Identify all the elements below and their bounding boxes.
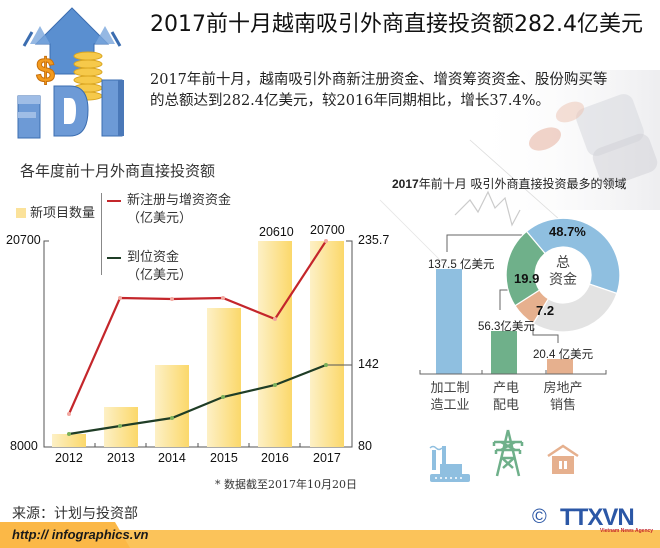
donut-label-realestate: 7.2 bbox=[536, 303, 555, 318]
sector-value-manufacturing: 137.5 亿美元 bbox=[428, 259, 495, 271]
cat-line: 产电 bbox=[492, 381, 519, 396]
legend-swatch-projects bbox=[16, 208, 26, 218]
bar-manufacturing bbox=[436, 269, 462, 374]
power-tower-icon bbox=[492, 429, 524, 477]
legend-disbursed-1: 到位资金 bbox=[127, 250, 180, 265]
bar-label-2016: 20610 bbox=[259, 225, 294, 239]
source-text: 来源：计划与投资部 bbox=[12, 506, 138, 522]
footer-url-tab bbox=[0, 522, 130, 548]
sector-value-realestate: 20.4 亿美元 bbox=[533, 349, 594, 361]
cat-line: 配电 bbox=[492, 398, 519, 413]
project-bars bbox=[52, 241, 344, 447]
intro-paragraph: 2017年前十月，越南吸引外商新注册资金、增资筹资资金、股份购买等的总额达到28… bbox=[150, 72, 608, 109]
year-label: 2012 bbox=[55, 451, 83, 465]
right-title-text: 年前十月 吸引外商直接投资最多的领域 bbox=[418, 177, 627, 191]
cat-line: 造工业 bbox=[430, 398, 470, 413]
agency-name: TTXVN bbox=[560, 504, 635, 531]
year-label: 2013 bbox=[107, 451, 135, 465]
svg-text:$: $ bbox=[36, 52, 55, 90]
right-chart-title: 2017年前十月 吸引外商直接投资最多的领域 bbox=[392, 175, 627, 192]
right-axis-mid: 142 bbox=[358, 357, 379, 371]
page-title: 2017前十月越南吸引外商直接投资额282.4亿美元 bbox=[150, 12, 643, 37]
bar-realestate bbox=[547, 359, 573, 374]
sector-cat-realestate: 房地产 销售 bbox=[538, 380, 588, 414]
sector-value-power: 56.3亿美元 bbox=[478, 321, 535, 333]
cat-line: 房地产 bbox=[543, 381, 583, 396]
footer-bar bbox=[0, 530, 660, 548]
legend-registered-1: 新注册与增资资金 bbox=[127, 193, 232, 208]
donut-center-line1: 总 bbox=[556, 255, 570, 271]
fdi-logo-icon: $ bbox=[17, 7, 124, 139]
left-chart-title: 各年度前十月外商直接投资额 bbox=[20, 162, 216, 180]
left-axis-bottom: 8000 bbox=[10, 439, 38, 453]
legend-projects: 新项目数量 bbox=[30, 206, 96, 221]
cat-line: 销售 bbox=[549, 398, 576, 413]
agency-subtitle: Vietnam News Agency bbox=[600, 528, 654, 534]
year-label: 2016 bbox=[261, 451, 289, 465]
footer-url-link[interactable]: http:// infographics.vn bbox=[12, 527, 149, 542]
sector-cat-power: 产电 配电 bbox=[486, 380, 526, 414]
right-title-year: 2017 bbox=[392, 177, 419, 191]
donut-label-manufacturing: 48.7% bbox=[549, 224, 586, 239]
legend-swatch-disbursed bbox=[107, 257, 121, 259]
copyright-symbol: © bbox=[532, 506, 547, 528]
legend-divider bbox=[101, 193, 102, 275]
legend-registered-2: （亿美元） bbox=[127, 211, 193, 226]
legend-swatch-registered bbox=[107, 200, 121, 202]
factory-icon bbox=[429, 445, 470, 482]
right-axis-bottom: 80 bbox=[358, 439, 372, 453]
cat-line: 加工制 bbox=[430, 381, 470, 396]
donut-label-power: 19.9 bbox=[514, 271, 540, 286]
left-axis-top: 20700 bbox=[6, 233, 41, 247]
donut-center-line2: 资金 bbox=[549, 272, 577, 288]
right-axis-top: 235.7 bbox=[358, 233, 390, 247]
year-label: 2014 bbox=[158, 451, 186, 465]
data-note: * 数据截至2017年10月20日 bbox=[215, 478, 357, 491]
year-label: 2017 bbox=[313, 451, 341, 465]
year-label: 2015 bbox=[210, 451, 238, 465]
bar-label-2017: 20700 bbox=[310, 223, 345, 237]
bar-power bbox=[491, 331, 517, 374]
house-icon bbox=[547, 444, 579, 474]
legend-disbursed-2: （亿美元） bbox=[127, 268, 193, 283]
sector-cat-manufacturing: 加工制 造工业 bbox=[422, 380, 478, 414]
